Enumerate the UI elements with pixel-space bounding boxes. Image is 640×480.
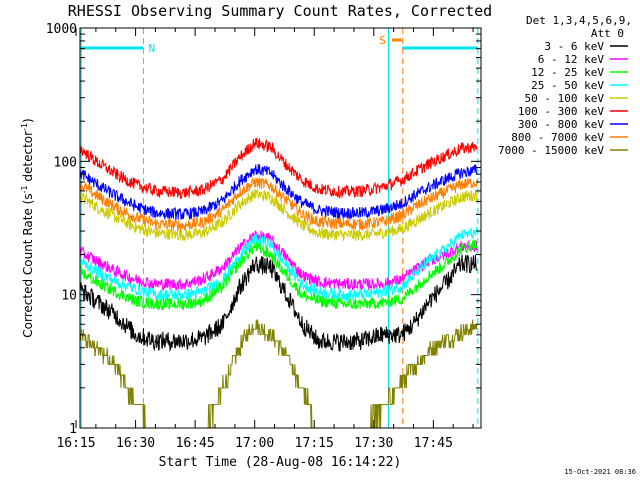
observing-flags: NS <box>80 34 478 55</box>
x-tick-label-6: 17:45 <box>414 436 453 451</box>
x-tick-label-1: 16:30 <box>116 436 155 451</box>
x-tick-label-0: 16:15 <box>56 436 95 451</box>
saa-flag-label: S <box>379 34 386 47</box>
legend-label-2: 12 - 25 keV <box>531 66 604 79</box>
plot-frame <box>79 27 482 429</box>
x-tick-label-5: 17:30 <box>354 436 393 451</box>
legend-label-1: 6 - 12 keV <box>538 53 605 66</box>
y-axis-label: Corrected Count Rate (s-1 detector-1) <box>20 118 35 337</box>
legend-label-6: 300 - 800 keV <box>518 118 604 131</box>
chart-title: RHESSI Observing Summary Count Rates, Co… <box>68 2 492 20</box>
y-tick-label-2: 100 <box>54 155 77 170</box>
x-axis-label: Start Time (28-Aug-08 16:14:22) <box>159 455 402 470</box>
x-axis-ticks: 16:15 16:30 16:45 17:00 17:15 17:30 17:45 <box>56 28 474 451</box>
series-line-7 <box>79 177 478 232</box>
y-tick-label-0: 1 <box>69 422 77 437</box>
legend-label-7: 800 - 7000 keV <box>511 131 604 144</box>
series-line-6 <box>79 163 478 221</box>
legend-label-8: 7000 - 15000 keV <box>498 144 604 157</box>
series-line-2 <box>79 239 478 311</box>
y-tick-label-3: 1000 <box>46 22 77 37</box>
legend-header-2: Att 0 <box>591 27 624 40</box>
series-line-1 <box>79 230 478 292</box>
legend-label-0: 3 - 6 keV <box>544 40 604 53</box>
series-line-4 <box>79 188 478 242</box>
legend-label-3: 25 - 50 keV <box>531 79 604 92</box>
night-flag-label: N <box>149 42 156 55</box>
y-axis-ticks: 1 10 100 1000 <box>46 22 481 437</box>
y-tick-label-1: 10 <box>61 289 77 304</box>
series-line-0 <box>79 254 478 352</box>
series-lines <box>79 137 478 429</box>
legend-label-5: 100 - 300 keV <box>518 105 604 118</box>
x-tick-label-3: 17:00 <box>235 436 274 451</box>
series-line-5 <box>79 137 478 200</box>
series-line-3 <box>79 226 478 303</box>
footer-date: 15-Oct-2021 08:36 <box>564 468 636 476</box>
x-tick-label-4: 17:15 <box>295 436 334 451</box>
legend-header-1: Det 1,3,4,5,6,9, <box>526 14 632 27</box>
x-tick-label-2: 16:45 <box>176 436 215 451</box>
legend-label-4: 50 - 100 keV <box>525 92 605 105</box>
